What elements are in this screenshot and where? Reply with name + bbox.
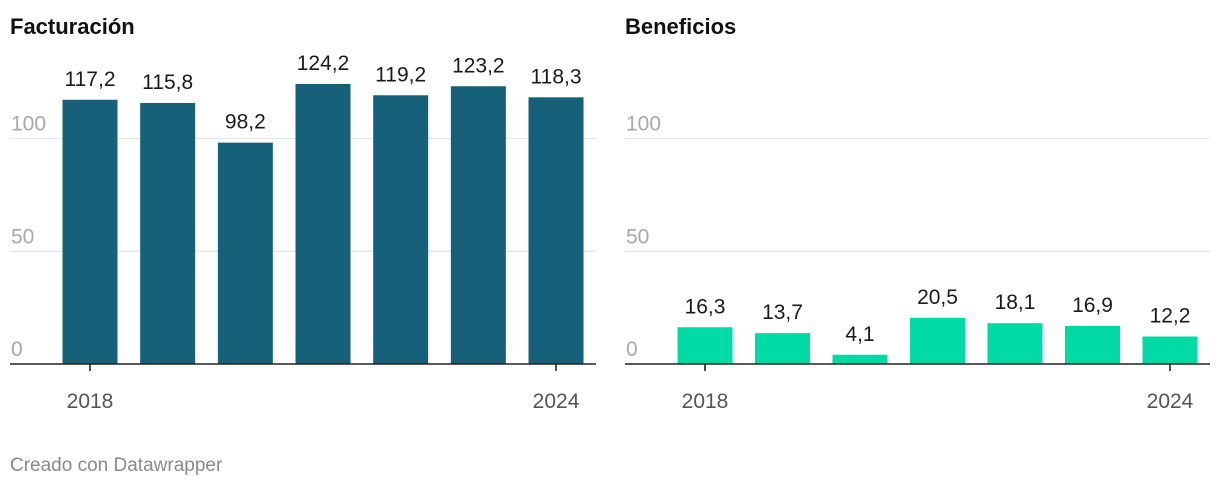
bar-1-2020 [832,354,888,364]
bar-1-2021 [910,317,965,364]
value-label-0-2024: 118,3 [531,65,582,88]
bar-0-2022 [373,95,429,364]
bar-1-2023 [1065,325,1120,364]
bar-0-2019 [140,102,196,364]
footer-credit: Creado con Datawrapper [10,455,223,476]
y-tick-label-1-100: 100 [626,113,661,136]
x-tick-label-1-2018: 2018 [682,390,729,413]
y-tick-label-1-0: 0 [626,338,638,361]
x-tick-label-1-2024: 2024 [1147,390,1194,413]
y-tick-label-0-100: 100 [11,113,46,136]
value-label-0-2022: 119,2 [375,63,426,86]
charts-canvas: Facturación 0 50 100 117,2 115,8 98,2 124,2 119,… [10,14,1210,413]
value-label-1-2020: 4,1 [845,323,874,346]
y-tick-label-1-50: 50 [626,225,649,248]
y-tick-label-0-0: 0 [11,338,23,361]
bar-1-2024 [1142,336,1198,364]
bar-0-2018 [62,99,118,364]
bar-1-2018 [677,327,733,364]
x-tick-label-0-2024: 2024 [533,390,580,413]
value-label-1-2021: 20,5 [917,286,958,309]
value-label-0-2021: 124,2 [297,52,350,75]
value-label-1-2022: 18,1 [995,291,1036,314]
bar-1-2022 [987,323,1043,364]
value-label-1-2019: 13,7 [762,301,803,324]
x-tick-label-0-2018: 2018 [67,390,114,413]
bar-0-2021 [295,84,351,364]
bar-0-2020 [217,142,273,364]
bar-0-2023 [450,86,506,364]
y-tick-label-0-50: 50 [11,225,34,248]
chart-title-1: Beneficios [625,14,736,39]
bar-0-2024 [528,97,584,365]
value-label-0-2019: 115,8 [142,71,193,94]
value-label-1-2023: 16,9 [1072,294,1113,317]
value-label-1-2024: 12,2 [1150,304,1191,327]
value-label-0-2018: 117,2 [65,68,116,91]
bar-1-2019 [755,333,810,364]
value-label-0-2020: 98,2 [225,111,266,134]
chart-title-0: Facturación [10,14,135,39]
value-label-1-2018: 16,3 [685,295,726,318]
value-label-0-2023: 123,2 [452,54,505,77]
